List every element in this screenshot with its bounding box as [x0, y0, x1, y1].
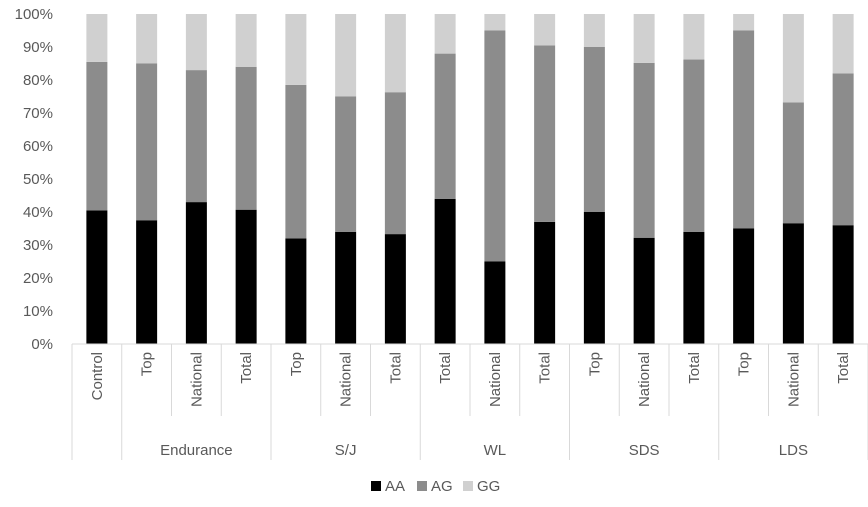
x-category-label: Total: [437, 352, 454, 384]
legend-swatch-ag: [417, 481, 427, 491]
x-category-label: Top: [586, 352, 603, 376]
y-tick-label: 0%: [31, 336, 53, 353]
bar-segment-ag: [335, 96, 357, 232]
x-group-label: S/J: [335, 442, 357, 459]
bar-segment-ag: [683, 59, 705, 232]
bar-segment-gg: [583, 14, 605, 47]
y-tick-label: 30%: [23, 237, 53, 254]
x-axis: Control Top National Total Top National Total T…: [71, 343, 868, 460]
bar-segment-aa: [583, 212, 605, 344]
x-category-label: Control: [89, 352, 106, 400]
bar-segment-aa: [136, 220, 158, 344]
bar-segment-gg: [832, 14, 854, 74]
y-tick-label: 60%: [23, 138, 53, 155]
legend-label: AG: [431, 478, 453, 495]
bar-segment-gg: [733, 14, 755, 31]
y-tick-label: 80%: [23, 72, 53, 89]
bar-segment-aa: [534, 221, 556, 344]
x-category-label: Total: [686, 352, 703, 384]
bar-segment-aa: [285, 238, 307, 344]
bar-segment-ag: [136, 63, 158, 221]
x-category-label: National: [785, 352, 802, 407]
bar-segment-aa: [434, 198, 456, 344]
y-tick-label: 10%: [23, 303, 53, 320]
bar-segment-ag: [832, 73, 854, 226]
bar-segment-gg: [285, 14, 307, 85]
bar-segment-ag: [384, 92, 406, 235]
legend: AA AG GG: [371, 478, 500, 495]
bar-segment-ag: [633, 62, 655, 238]
bar-segment-ag: [782, 102, 804, 224]
bar-segment-aa: [633, 237, 655, 344]
bar-segment-gg: [633, 14, 655, 63]
x-group-label: Endurance: [160, 442, 233, 459]
y-tick-label: 20%: [23, 270, 53, 287]
bar-segment-ag: [733, 30, 755, 229]
y-axis-tick-labels: 0% 10% 20% 30% 40% 50% 60% 70% 80% 90% 100%: [15, 6, 53, 353]
bar-segment-gg: [86, 14, 108, 62]
x-group-label: LDS: [779, 442, 808, 459]
bar-segment-gg: [235, 14, 257, 67]
bar-segment-gg: [534, 14, 556, 46]
y-tick-label: 100%: [15, 6, 53, 23]
legend-label: GG: [477, 478, 500, 495]
bar-segment-aa: [484, 261, 506, 344]
legend-swatch-aa: [371, 481, 381, 491]
legend-swatch-gg: [463, 481, 473, 491]
x-category-label: Total: [238, 352, 255, 384]
bar-segment-aa: [733, 228, 755, 344]
bar-segment-gg: [683, 14, 705, 60]
x-category-label: Total: [835, 352, 852, 384]
bar-segment-ag: [583, 47, 605, 212]
x-category-label: National: [188, 352, 205, 407]
bar-segment-aa: [782, 223, 804, 344]
bar-segment-ag: [484, 30, 506, 262]
legend-label: AA: [385, 478, 405, 495]
x-group-label: SDS: [629, 442, 660, 459]
y-tick-label: 70%: [23, 105, 53, 122]
x-category-label: Top: [288, 352, 305, 376]
x-group-label: WL: [484, 442, 507, 459]
bar-segment-aa: [86, 210, 108, 344]
bar-segment-gg: [136, 14, 158, 64]
bar-segment-ag: [185, 70, 207, 203]
bar-segment-ag: [86, 61, 108, 211]
x-category-label: Total: [537, 352, 554, 384]
x-category-label: Top: [139, 352, 156, 376]
bar-segment-gg: [335, 14, 357, 97]
x-category-label: National: [487, 352, 504, 407]
x-category-label: Total: [387, 352, 404, 384]
bar-segment-aa: [185, 202, 207, 344]
y-tick-label: 50%: [23, 171, 53, 188]
bar-segment-aa: [384, 234, 406, 344]
bar-segment-ag: [235, 66, 257, 210]
bar-segment-gg: [185, 14, 207, 71]
y-tick-label: 40%: [23, 204, 53, 221]
bar-segment-aa: [683, 231, 705, 344]
bar-segment-ag: [534, 45, 556, 222]
y-tick-label: 90%: [23, 39, 53, 56]
bar-segment-gg: [384, 14, 406, 93]
bar-segment-gg: [484, 14, 506, 31]
bar-segment-aa: [235, 209, 257, 344]
bar-segment-ag: [285, 84, 307, 239]
x-category-label: National: [338, 352, 355, 407]
bars: [86, 14, 854, 344]
x-category-label: Top: [736, 352, 753, 376]
bar-segment-aa: [832, 225, 854, 344]
bar-segment-aa: [335, 231, 357, 344]
x-category-label: National: [636, 352, 653, 407]
bar-segment-gg: [782, 14, 804, 103]
bar-segment-ag: [434, 53, 456, 199]
bar-segment-gg: [434, 14, 456, 54]
